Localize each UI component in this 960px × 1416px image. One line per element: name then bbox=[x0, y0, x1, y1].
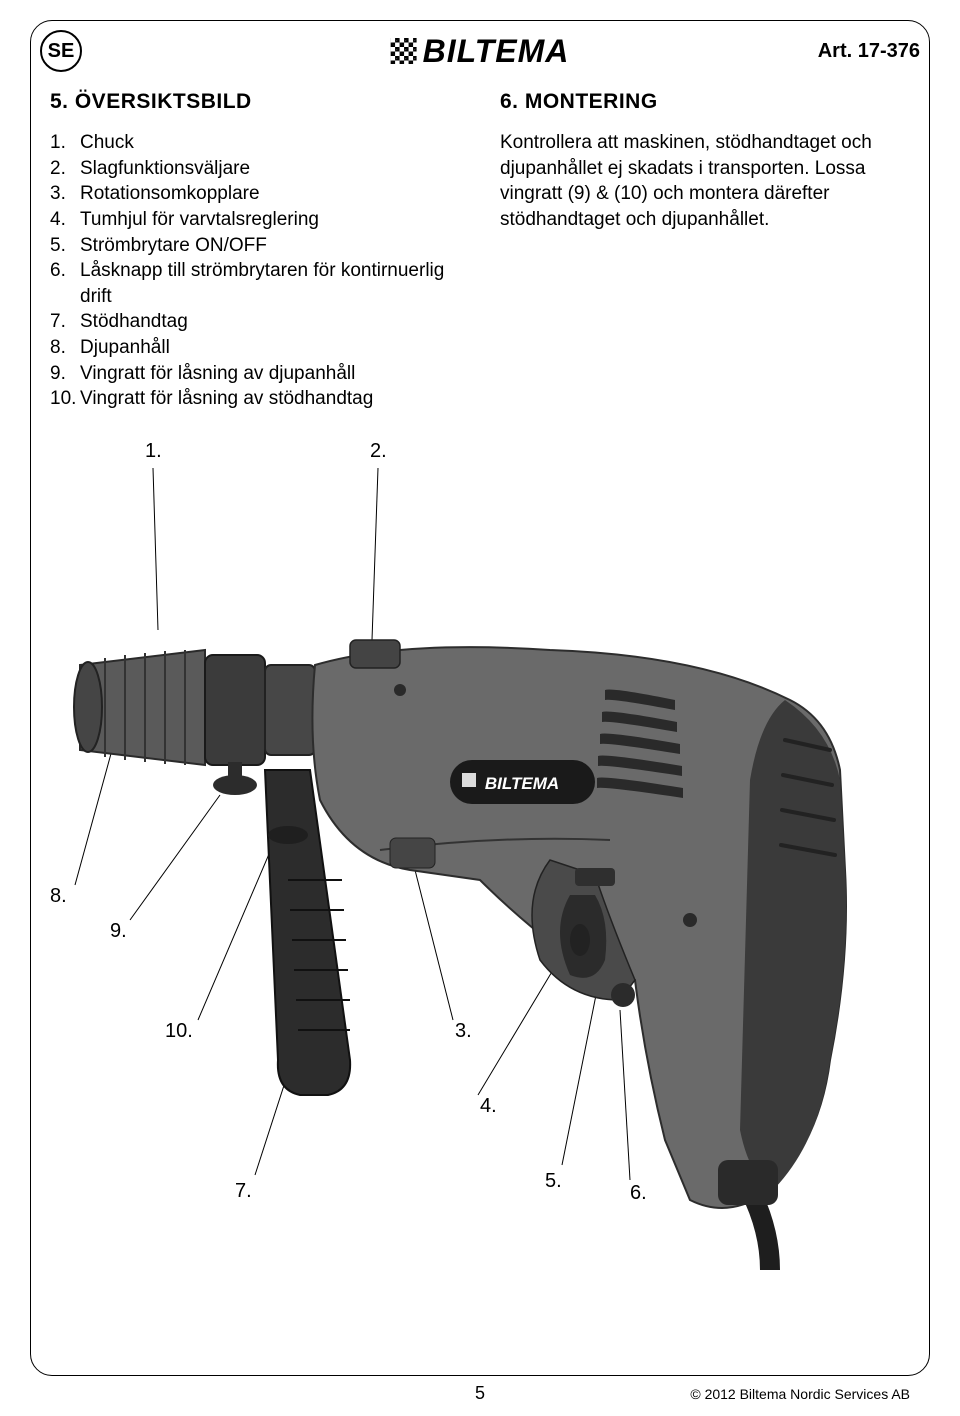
list-item: 2.Slagfunktionsväljare bbox=[50, 156, 460, 182]
list-number: 5. bbox=[50, 233, 80, 259]
list-item: 3.Rotationsomkopplare bbox=[50, 181, 460, 207]
content: 5. ÖVERSIKTSBILD 1.Chuck2.Slagfunktionsv… bbox=[50, 90, 910, 412]
list-text: Chuck bbox=[80, 130, 134, 156]
list-item: 1.Chuck bbox=[50, 130, 460, 156]
list-text: Djupanhåll bbox=[80, 335, 170, 361]
callout-l4: 4. bbox=[480, 1095, 497, 1118]
mounting-paragraph: Kontrollera att maskinen, stödhandtaget … bbox=[500, 130, 910, 233]
callout-l2: 2. bbox=[370, 440, 387, 463]
left-column: 5. ÖVERSIKTSBILD 1.Chuck2.Slagfunktionsv… bbox=[50, 90, 460, 412]
list-text: Rotationsomkopplare bbox=[80, 181, 260, 207]
list-text: Vingratt för låsning av stödhandtag bbox=[80, 386, 373, 412]
callout-l1: 1. bbox=[145, 440, 162, 463]
list-item: 7.Stödhandtag bbox=[50, 309, 460, 335]
list-item: 4.Tumhjul för varvtalsreglering bbox=[50, 207, 460, 233]
list-text: Vingratt för låsning av djupanhåll bbox=[80, 361, 355, 387]
footer: 5 © 2012 Biltema Nordic Services AB bbox=[0, 1383, 960, 1404]
list-text: Slagfunktionsväljare bbox=[80, 156, 250, 182]
list-item: 10.Vingratt för låsning av stödhandtag bbox=[50, 386, 460, 412]
article-number: Art. 17-376 bbox=[818, 40, 920, 63]
right-column: 6. MONTERING Kontrollera att maskinen, s… bbox=[500, 90, 910, 412]
list-item: drift bbox=[50, 284, 460, 310]
parts-list: 1.Chuck2.Slagfunktionsväljare3.Rotations… bbox=[50, 130, 460, 412]
drill-shape: BILTEMA bbox=[74, 640, 846, 1270]
list-text: Strömbrytare ON/OFF bbox=[80, 233, 267, 259]
callout-l10: 10. bbox=[165, 1020, 193, 1043]
callout-l8: 8. bbox=[50, 885, 67, 908]
list-number: 7. bbox=[50, 309, 80, 335]
callout-l9: 9. bbox=[110, 920, 127, 943]
overview-heading: 5. ÖVERSIKTSBILD bbox=[50, 90, 460, 114]
drill-diagram: BILTEMA bbox=[50, 440, 910, 1270]
list-text: Tumhjul för varvtalsreglering bbox=[80, 207, 319, 233]
list-item: 6.Låsknapp till strömbrytaren för kontir… bbox=[50, 258, 460, 284]
callout-l7: 7. bbox=[235, 1180, 252, 1203]
list-number: 2. bbox=[50, 156, 80, 182]
header: SE BILTEMA Art. 17-376 bbox=[40, 30, 920, 72]
country-badge: SE bbox=[40, 30, 82, 72]
list-text: Låsknapp till strömbrytaren för kontirnu… bbox=[80, 258, 444, 284]
mounting-heading: 6. MONTERING bbox=[500, 90, 910, 114]
callout-l3: 3. bbox=[455, 1020, 472, 1043]
page-number: 5 bbox=[475, 1383, 485, 1404]
list-number: 4. bbox=[50, 207, 80, 233]
logo: BILTEMA bbox=[391, 33, 570, 70]
list-number: 6. bbox=[50, 258, 80, 284]
logo-text: BILTEMA bbox=[423, 33, 570, 70]
list-number: 10. bbox=[50, 386, 80, 412]
list-item: 5.Strömbrytare ON/OFF bbox=[50, 233, 460, 259]
list-text: Stödhandtag bbox=[80, 309, 188, 335]
list-item: 8.Djupanhåll bbox=[50, 335, 460, 361]
list-number: 3. bbox=[50, 181, 80, 207]
list-number: 8. bbox=[50, 335, 80, 361]
list-number: 9. bbox=[50, 361, 80, 387]
logo-checker-icon bbox=[391, 38, 417, 64]
two-columns: 5. ÖVERSIKTSBILD 1.Chuck2.Slagfunktionsv… bbox=[50, 90, 910, 412]
list-item: 9.Vingratt för låsning av djupanhåll bbox=[50, 361, 460, 387]
copyright: © 2012 Biltema Nordic Services AB bbox=[690, 1386, 910, 1402]
callout-l6: 6. bbox=[630, 1182, 647, 1205]
list-number: 1. bbox=[50, 130, 80, 156]
country-code: SE bbox=[48, 40, 75, 63]
callout-l5: 5. bbox=[545, 1170, 562, 1193]
drill-svg: BILTEMA bbox=[50, 440, 910, 1270]
drill-badge-text: BILTEMA bbox=[485, 774, 559, 793]
